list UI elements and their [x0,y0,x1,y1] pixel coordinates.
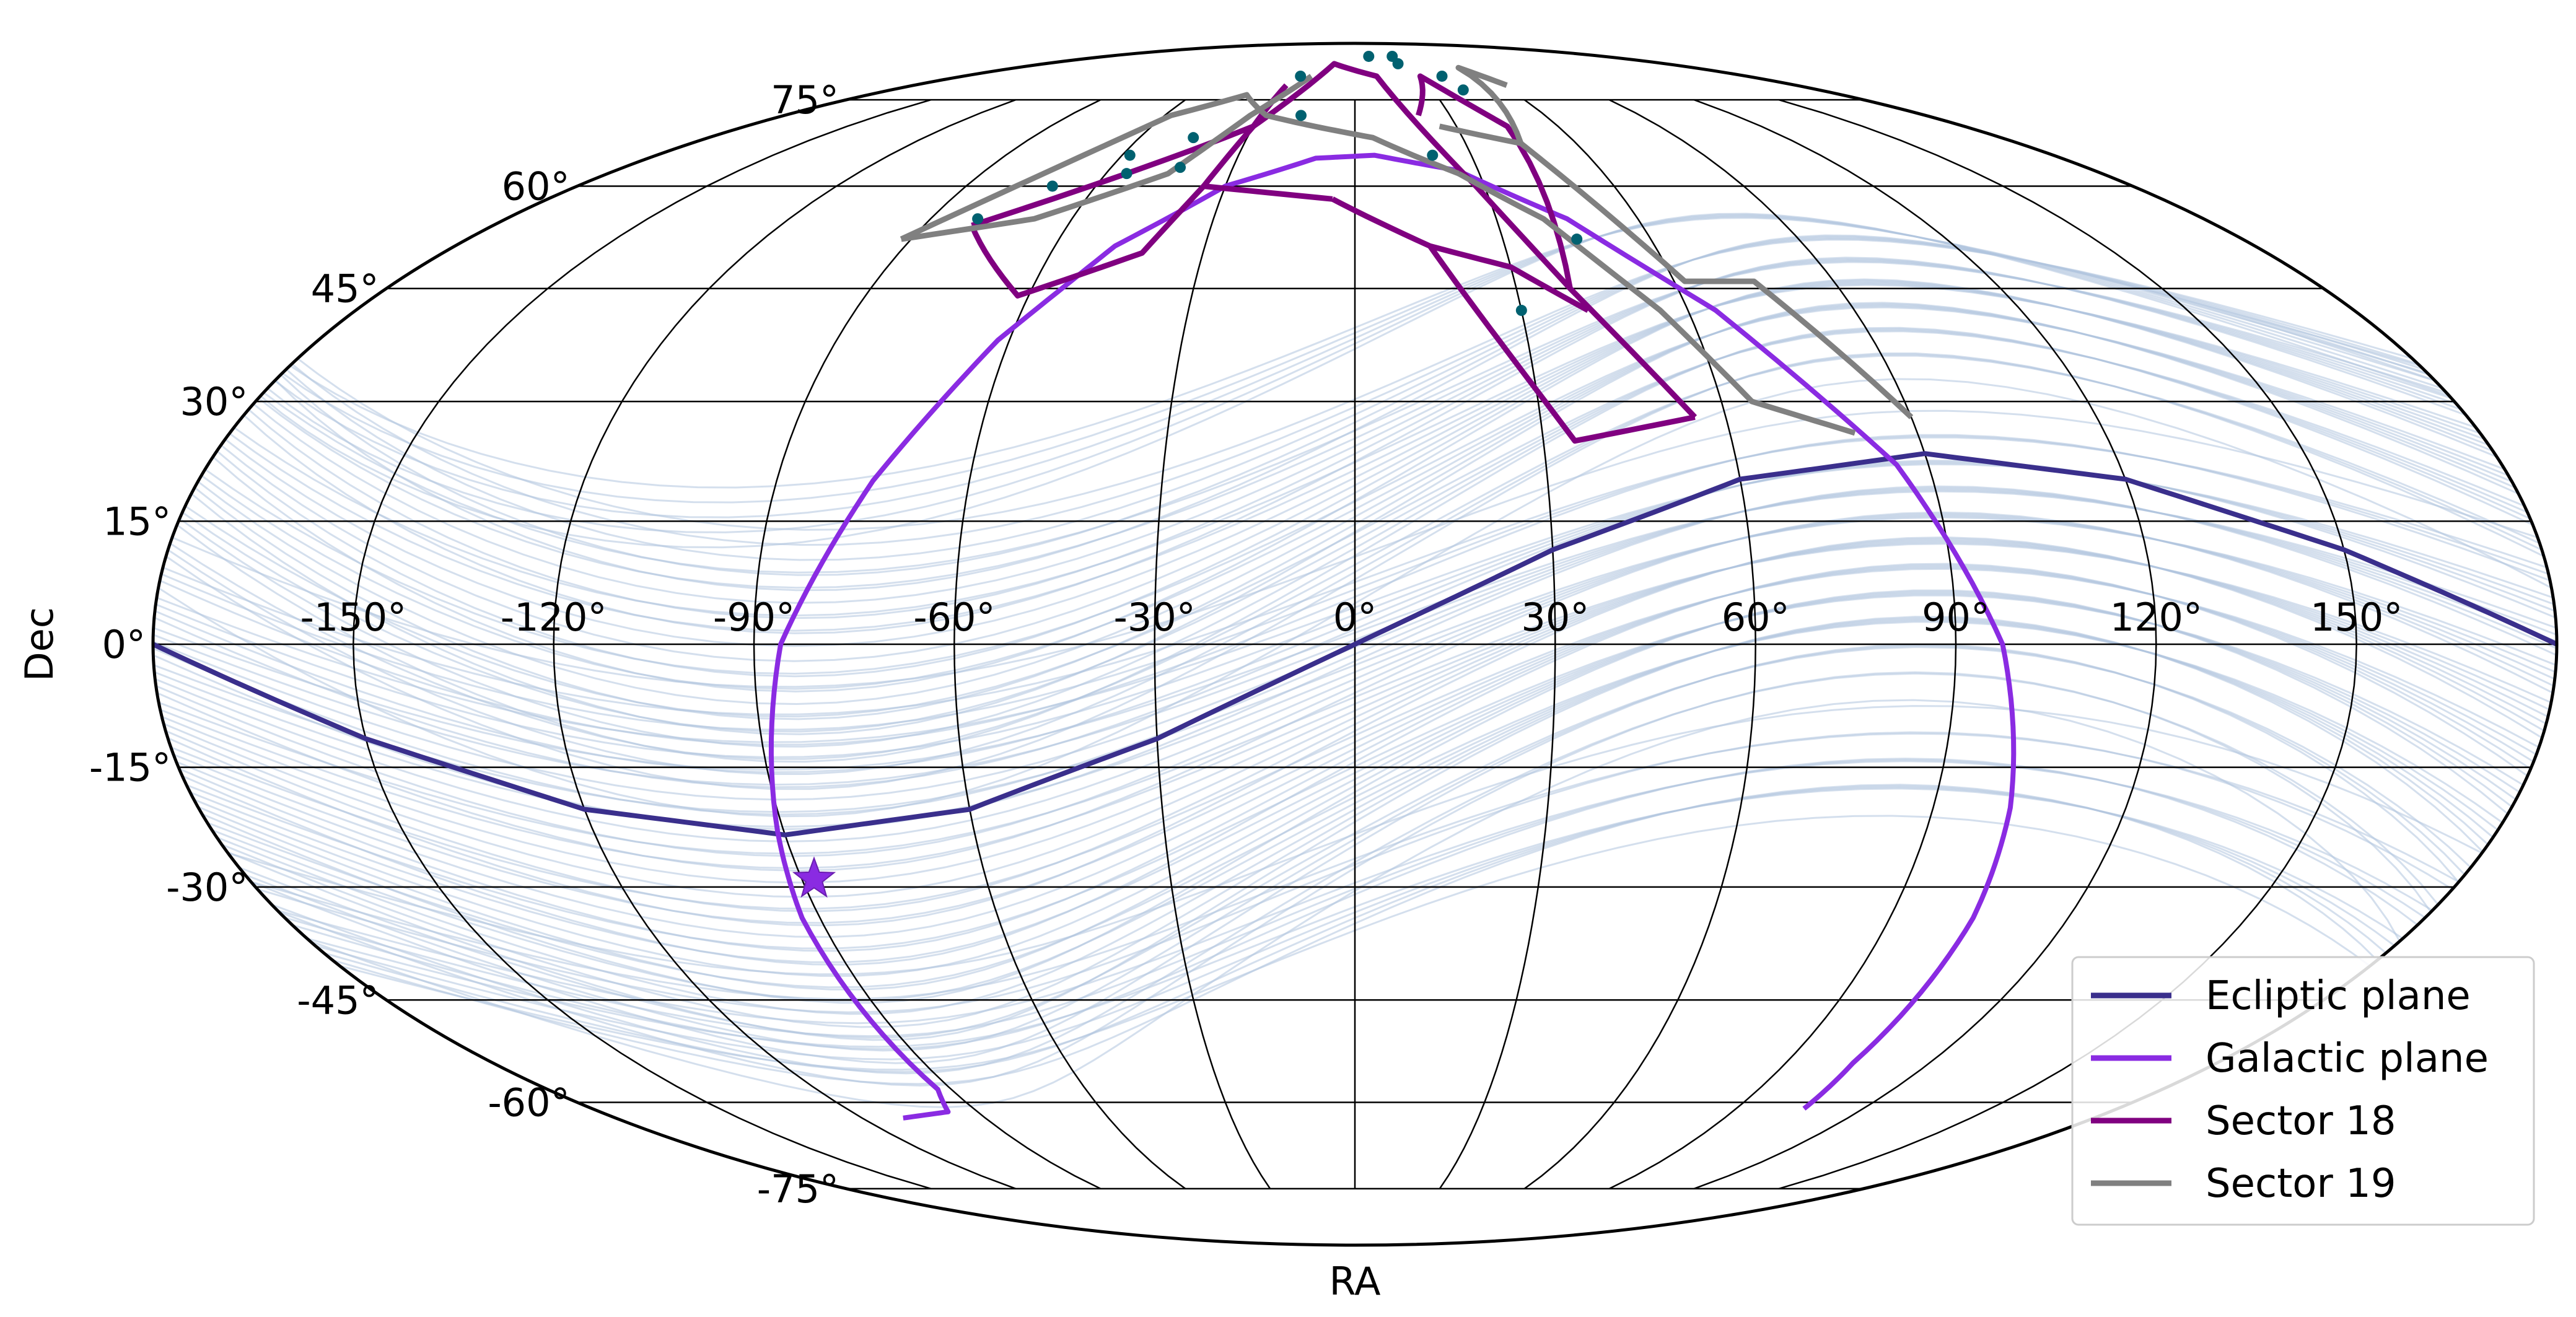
dec-tick-label: 0° [102,622,146,667]
ra-tick-label: -90° [713,595,795,640]
star-point [1188,132,1199,144]
star-point [972,213,984,225]
legend-entry: Galactic plane [2206,1036,2489,1082]
ra-grid-line [953,99,1186,1189]
ra-grid-line [1154,99,1271,1189]
dec-tick-labels: -75° -60° -45° -30° -15° 0° 15° 30° 45° 60° 75° [89,77,839,1212]
star-point [1436,70,1448,82]
star-point [1387,50,1398,62]
star-point [1175,162,1186,173]
star-point [1515,305,1527,317]
dec-tick-label: 45° [311,266,379,312]
sector-19-outline [1455,64,1524,145]
ra-tick-label: 120° [2110,595,2202,640]
sector-19-outline [1457,171,1856,436]
ra-grid-line [1608,98,1957,1190]
dec-tick-label: 60° [502,164,570,209]
sector-18-outline [1416,73,1573,289]
ra-grid-line [1523,99,1756,1189]
ra-tick-label: -30° [1114,595,1196,640]
sector-18-outline [969,183,1333,299]
ecliptic-plane-line [152,451,2558,838]
ra-grid-line [553,98,1017,1190]
ra-tick-label: 60° [1722,595,1790,640]
star-point [1363,50,1375,62]
star-point [1295,110,1307,121]
ra-tick-label: -150° [300,595,406,640]
data-series [152,50,2558,1121]
ra-tick-label: -120° [501,595,607,640]
target-star-marker [792,856,836,898]
star-point [1046,180,1058,192]
ra-tick-label: 30° [1521,595,1589,640]
ra-tick-label: 150° [2310,595,2403,640]
dec-tick-label: 15° [103,499,171,544]
map-boundary [151,42,2559,1247]
legend: Ecliptic plane Galactic plane Sector 18 Sec… [2071,956,2535,1226]
legend-box [2071,956,2535,1226]
ra-tick-labels: -150° -120° -90° -60° -30° 0° 30° 60° 90° 120° 150… [300,595,2403,640]
star-point [1121,168,1132,180]
dec-tick-label: 30° [180,379,248,424]
star-point [1295,70,1307,82]
ra-tick-label: -60° [913,595,995,640]
dec-tick-label: -75° [757,1166,839,1212]
x-axis-label: RA [1330,1259,1381,1304]
ra-grid-line [1439,99,1556,1189]
dec-tick-label: 75° [771,77,839,123]
star-point [1457,84,1469,96]
legend-entry: Ecliptic plane [2206,973,2471,1019]
sector-19-outline [901,74,1313,242]
dec-tick-label: -15° [89,745,171,790]
sector-18-outline [1427,244,1696,444]
ra-tick-label: 90° [1922,595,1990,640]
ra-grid-line [753,98,1102,1190]
star-point [1571,234,1583,245]
ra-tick-label: 0° [1333,595,1377,640]
dec-tick-label: -30° [166,865,248,910]
dec-tick-label: -45° [297,978,379,1023]
sector-19-outline [900,92,1460,242]
star-point [1124,149,1136,161]
sector-18-outline [1331,196,1590,313]
y-axis-label: Dec [17,607,62,681]
legend-entry: Sector 19 [2206,1161,2396,1207]
dec-tick-label: -60° [488,1080,569,1126]
star-point [1427,149,1439,161]
ra-grid-line [1693,98,2157,1190]
galactic-plane-line [768,152,2017,1121]
sector-19-outline [1439,123,1914,419]
ra-grid-line [353,98,932,1190]
legend-entry: Sector 18 [2206,1098,2396,1144]
